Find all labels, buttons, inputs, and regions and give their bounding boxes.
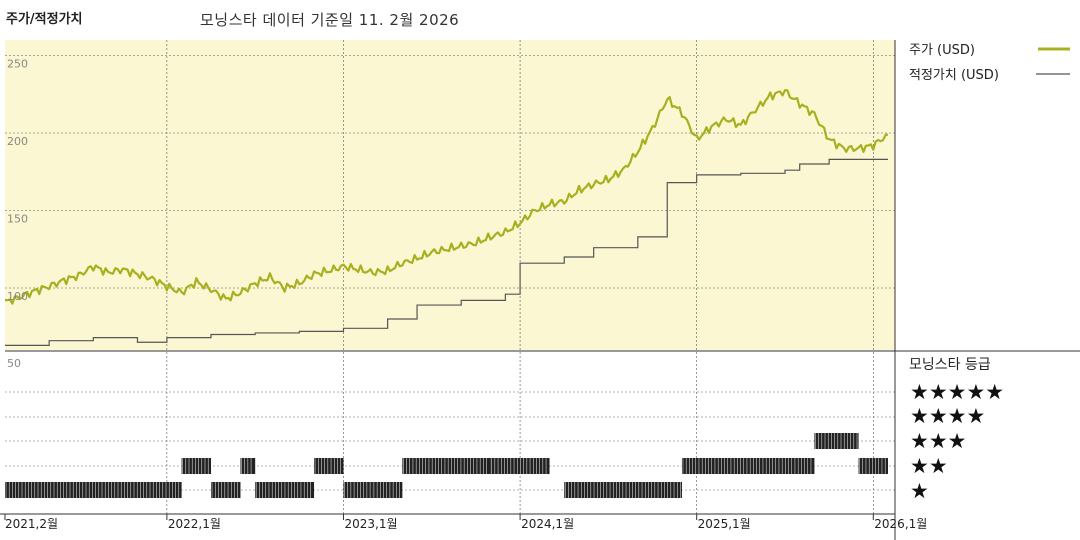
rating-period-bar <box>491 458 550 474</box>
rating-bar-fill <box>491 458 550 474</box>
rating-period-bar <box>314 458 343 474</box>
star-rating-label: ★★★★★ <box>910 380 1004 404</box>
star-legend: ★★★★★★★★★★★★★★★ <box>910 380 1004 503</box>
rating-period-bar <box>564 482 682 498</box>
rating-period-bar <box>5 482 182 498</box>
rating-period-bar <box>240 458 255 474</box>
rating-period-bar <box>814 433 858 449</box>
x-date-label: 2024,1월 <box>521 517 574 531</box>
x-date-label: 2021,2월 <box>5 517 58 531</box>
x-date-label: 2023,1월 <box>344 517 397 531</box>
rating-period-bar <box>859 458 888 474</box>
star-rating-label: ★ <box>910 479 929 503</box>
rating-bar-fill <box>682 458 814 474</box>
star-rating-label: ★★ <box>910 454 948 478</box>
rating-y-tick-label: 50 <box>7 357 21 370</box>
star-rating-label: ★★★★ <box>910 404 985 428</box>
y-tick-label: 200 <box>7 135 28 148</box>
rating-bar-fill <box>814 433 858 449</box>
rating-period-bar <box>402 458 490 474</box>
rating-period-bar <box>211 482 240 498</box>
y-tick-label: 250 <box>7 58 28 71</box>
y-tick-label: 100 <box>7 290 28 303</box>
rating-period-bar <box>343 482 372 498</box>
x-date-label: 2026,1월 <box>874 517 927 531</box>
legend-fair-label: 적정가치 (USD) <box>909 68 999 83</box>
rating-period-bar <box>373 482 402 498</box>
rating-legend-title: 모닝스타 등급 <box>909 357 991 373</box>
rating-period-bar <box>682 458 814 474</box>
star-rating-label: ★★★ <box>910 429 966 453</box>
rating-bar-fill <box>255 482 314 498</box>
x-date-label: 2022,1월 <box>168 517 221 531</box>
rating-bar-fill <box>402 458 490 474</box>
price-plot-background <box>5 40 895 350</box>
rating-period-bar <box>255 482 314 498</box>
y-tick-label: 150 <box>7 213 28 226</box>
rating-period-bar <box>182 458 211 474</box>
legend-price-label: 주가 (USD) <box>909 43 975 58</box>
x-date-label: 2025,1월 <box>698 517 751 531</box>
